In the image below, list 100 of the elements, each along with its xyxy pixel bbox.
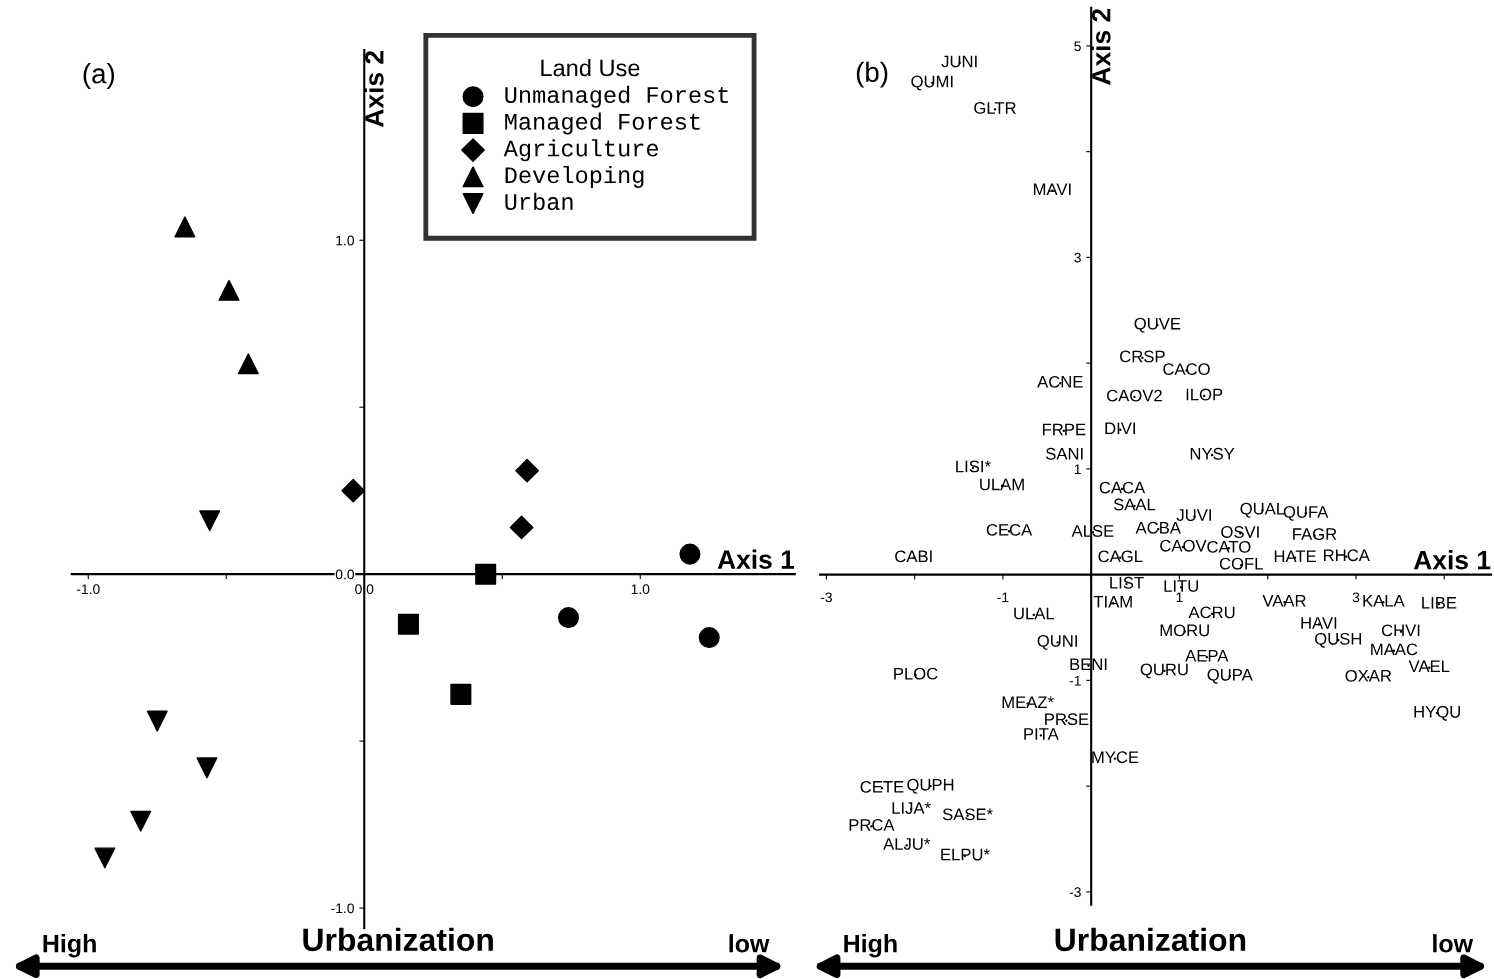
text: High — [844, 934, 897, 958]
data-label: MAVI — [1033, 183, 1071, 196]
data-label: MYCE — [1092, 751, 1139, 764]
data-label: JUNI — [941, 55, 977, 68]
data-label: ACRU — [1188, 606, 1235, 619]
text: (b) — [856, 61, 888, 88]
legend-label: Unmanaged Forest — [505, 85, 728, 108]
data-label: NYSY — [1190, 447, 1235, 460]
data-label: SAAL — [1113, 498, 1156, 511]
legend-label: Agriculture — [503, 139, 659, 162]
point — [557, 607, 580, 629]
data-label: CETE — [860, 780, 904, 793]
data-label: CAOV2 — [1107, 389, 1162, 402]
data-label: FRPE — [1042, 423, 1086, 436]
data-label: SANI — [1046, 447, 1083, 460]
data-label: QUFA — [1283, 505, 1329, 521]
data-label: PRSE — [1045, 713, 1089, 726]
point — [475, 563, 497, 585]
data-label: PRCA — [849, 819, 895, 831]
point — [679, 543, 701, 565]
data-label: CAOV — [1160, 539, 1207, 552]
point — [341, 478, 366, 503]
text: low — [1433, 934, 1474, 953]
point — [237, 353, 259, 375]
data-label: KALA — [1363, 594, 1405, 607]
x-axis-title: Axis 1 — [1413, 550, 1491, 570]
data-label: TIAM — [1093, 596, 1132, 608]
data-label: GLTR — [974, 102, 1016, 114]
data-label: ACNE — [1037, 375, 1083, 388]
data-label: CHVI — [1381, 624, 1420, 637]
data-label: ILOP — [1186, 388, 1223, 401]
data-label: SASE* — [942, 808, 993, 821]
data-label: QURU — [1140, 663, 1188, 679]
chart-title: (a) — [83, 63, 115, 89]
data-label: QUVE — [1134, 317, 1181, 333]
x-tick-label: 1 — [1176, 592, 1183, 603]
legend-label: Urban — [505, 192, 573, 210]
data-label: LIBE — [1422, 597, 1457, 609]
x-tick-label: 1.0 — [631, 584, 650, 595]
data-label: CRSP — [1120, 350, 1165, 363]
data-label: PITA — [1024, 728, 1059, 740]
data-label: MORU — [1160, 624, 1209, 637]
y-axis-title: Axis 2 — [1091, 8, 1111, 85]
y-axis-title: Axis 2 — [364, 50, 384, 128]
data-label: ACBA — [1135, 521, 1181, 534]
point — [174, 216, 196, 238]
y-tick-label: 0.0 — [335, 569, 354, 580]
data-label: OXAR — [1345, 669, 1392, 682]
data-label: OSVI — [1221, 526, 1259, 538]
point — [199, 510, 221, 532]
data-label: DIVI — [1105, 422, 1135, 435]
text: High — [43, 934, 96, 958]
data-label: QUPH — [907, 778, 954, 794]
point — [509, 515, 534, 540]
text: low — [729, 934, 770, 953]
point — [397, 613, 419, 635]
data-label: LITU — [1164, 580, 1198, 592]
data-label: VAAR — [1262, 594, 1306, 607]
data-label: QUSH — [1315, 632, 1362, 648]
data-label: PLOC — [894, 667, 938, 680]
data-label: FAGR — [1293, 528, 1337, 540]
y-tick-label: -1 — [1069, 675, 1081, 686]
data-label: ULAM — [980, 478, 1024, 491]
data-label: HATE — [1274, 550, 1316, 563]
data-label: VAEL — [1408, 660, 1450, 673]
annotation: Urbanization — [303, 927, 493, 952]
y-tick-label: -1.0 — [331, 903, 354, 914]
data-label: LISI* — [956, 460, 991, 473]
data-label: QUPA — [1207, 668, 1253, 684]
point — [450, 683, 472, 705]
legend-label: Managed Forest — [505, 112, 700, 135]
data-label: QUNI — [1037, 635, 1077, 650]
data-label: LIJA* — [892, 802, 931, 814]
data-label: CABI — [895, 550, 932, 563]
x-tick-label: -1 — [997, 592, 1009, 603]
data-label: MAAC — [1371, 643, 1418, 656]
data-label: CACA — [1099, 481, 1146, 494]
data-label: JUVI — [1176, 509, 1211, 521]
data-label: ULAL — [1014, 607, 1055, 620]
data-label: HAVI — [1301, 617, 1337, 629]
y-tick-label: 5 — [1074, 41, 1081, 52]
point — [196, 757, 218, 779]
data-label: ALJU* — [883, 838, 931, 850]
data-label: QUAL — [1240, 502, 1285, 518]
data-label: AEPA — [1185, 649, 1229, 662]
data-label: CAGL — [1098, 550, 1143, 563]
x-tick-label: -3 — [820, 592, 832, 603]
point — [218, 279, 240, 301]
point — [698, 627, 720, 649]
legend-label: Developing — [505, 165, 644, 188]
point — [146, 710, 168, 732]
data-label: RHCA — [1324, 549, 1370, 562]
point — [130, 810, 152, 832]
y-tick-label: 1 — [1074, 464, 1081, 474]
y-tick-label: -3 — [1069, 887, 1081, 898]
point — [515, 458, 539, 483]
x-tick-label: -1.0 — [76, 584, 100, 595]
data-label: CECA — [986, 523, 1033, 536]
y-tick-label: 1.0 — [336, 235, 354, 246]
data-label: QUMI — [911, 75, 953, 91]
